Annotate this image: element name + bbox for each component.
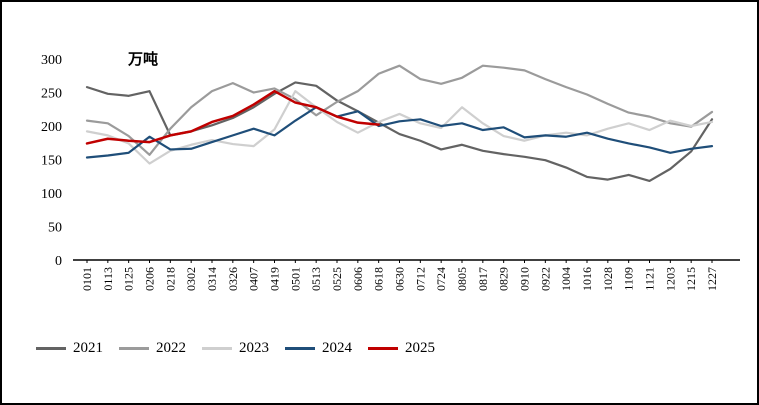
x-axis-tick-label: 0910	[518, 267, 532, 291]
x-axis-tick-label: 0618	[372, 267, 386, 291]
y-axis-tick-label: 0	[55, 254, 62, 269]
line-chart: 0 50 100 150 200 250 300 0101 0113 0125 0206 0218 03…	[41, 53, 740, 291]
x-axis-tick-label: 0314	[205, 267, 219, 291]
x-axis-tick-label: 0513	[309, 267, 323, 291]
legend-swatch-2024	[285, 347, 315, 350]
x-axis-tick-label: 0817	[476, 267, 490, 291]
x-axis-tick-label: 0606	[351, 267, 365, 291]
y-axis-tick-label: 150	[41, 154, 62, 169]
x-axis-tick-label: 0326	[226, 267, 240, 291]
legend-item-2024: 2024	[285, 340, 352, 357]
x-axis-tick-label: 0829	[497, 267, 511, 291]
legend-swatch-2025	[368, 347, 398, 350]
x-axis-tick-label: 0113	[101, 267, 115, 291]
series-line-2025	[85, 89, 380, 145]
y-axis-tick-label: 100	[41, 187, 62, 202]
legend-swatch-2021	[36, 347, 66, 350]
legend-swatch-2023	[202, 347, 232, 350]
legend: 2021 2022 2023 2024 2025	[36, 340, 435, 357]
series-line-2024	[85, 106, 714, 159]
x-axis-tick-label: 1227	[705, 267, 719, 291]
x-axis-tick-label: 0501	[288, 267, 302, 291]
x-axis-tick-label: 0302	[184, 267, 198, 291]
legend-item-2025: 2025	[368, 340, 435, 357]
y-axis-tick-label: 200	[41, 120, 62, 135]
x-axis-tick-label: 0218	[163, 267, 177, 291]
x-axis-tick-label: 1109	[622, 267, 636, 291]
x-axis-tick-label: 0419	[268, 267, 282, 291]
x-axis-tick-label: 0125	[122, 267, 136, 291]
x-axis-tick-label: 1016	[580, 267, 594, 291]
unit-label: 万吨	[128, 52, 159, 68]
y-axis-tick-label: 50	[48, 221, 62, 236]
x-axis-tick-label: 1028	[601, 267, 615, 291]
series-line-2022	[85, 64, 714, 156]
x-axis-tick-label: 0206	[143, 267, 157, 291]
legend-label-2021: 2021	[73, 340, 103, 356]
series-line-2021	[85, 81, 714, 183]
y-axis-tick-label: 250	[41, 87, 62, 102]
legend-item-2021: 2021	[36, 340, 103, 357]
x-axis-tick-label: 1121	[643, 267, 657, 291]
legend-swatch-2022	[119, 347, 149, 350]
x-axis-tick-label: 0712	[413, 267, 427, 291]
x-axis-tick-label: 0630	[393, 267, 407, 291]
x-axis-tick-label: 1215	[684, 267, 698, 291]
x-axis-tick-label: 0724	[434, 267, 448, 291]
legend-item-2022: 2022	[119, 340, 186, 357]
x-axis-tick-label: 0922	[538, 267, 552, 291]
x-axis-tick-label: 0407	[247, 267, 261, 291]
series-line-2023	[85, 90, 714, 165]
legend-label-2023: 2023	[239, 340, 269, 356]
x-axis-tick-label: 0805	[455, 267, 469, 291]
legend-label-2022: 2022	[156, 340, 186, 356]
x-axis-tick-label: 1004	[559, 267, 573, 291]
legend-label-2025: 2025	[405, 340, 435, 356]
legend-label-2024: 2024	[322, 340, 352, 356]
legend-item-2023: 2023	[202, 340, 269, 357]
y-axis-tick-label: 300	[41, 53, 62, 68]
x-axis-tick-label: 0101	[80, 267, 94, 291]
x-axis-tick-label: 0525	[330, 267, 344, 291]
x-axis-tick-label: 1203	[663, 267, 677, 291]
